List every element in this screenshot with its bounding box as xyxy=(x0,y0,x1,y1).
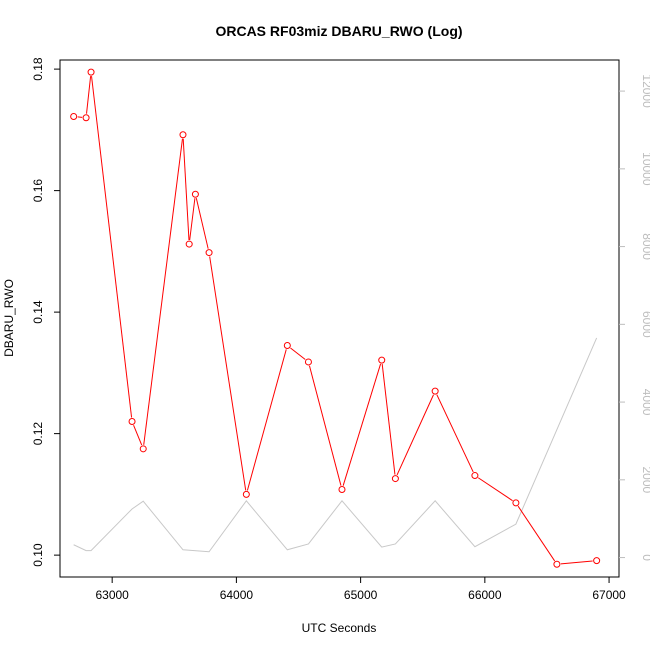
series-segment-6 xyxy=(189,198,196,241)
data-point-0 xyxy=(70,112,78,120)
series-segment-18 xyxy=(560,560,593,565)
data-point-1 xyxy=(82,114,90,122)
series-segment-16 xyxy=(477,477,513,502)
data-point-10 xyxy=(283,342,291,350)
series-segment-7 xyxy=(195,198,209,249)
y-axis: 0.10 0.12 0.14 0.16 0.18 xyxy=(31,57,60,567)
x-axis: 63000 64000 65000 66000 67000 xyxy=(95,577,626,602)
y2-tick-label-2: 4000 xyxy=(640,389,650,416)
series-segment-14 xyxy=(396,394,434,476)
x-tick-label-4: 67000 xyxy=(592,588,626,602)
plot-frame xyxy=(59,59,620,578)
data-point-4 xyxy=(139,445,147,453)
data-point-19 xyxy=(593,557,601,565)
x-tick-label-3: 66000 xyxy=(468,588,502,602)
data-point-2 xyxy=(87,68,95,76)
secondary-series-line xyxy=(73,337,598,553)
series-segment-15 xyxy=(436,394,474,473)
y-tick-label-0: 0.10 xyxy=(31,543,45,567)
data-point-12 xyxy=(338,486,346,494)
y-tick-label-1: 0.12 xyxy=(31,422,45,446)
data-point-5 xyxy=(179,131,187,139)
y2-axis: 0 2000 4000 6000 8000 10000 12000 xyxy=(619,74,650,561)
y2-tick-label-6: 12000 xyxy=(640,74,650,108)
data-point-9 xyxy=(242,490,250,498)
data-point-7 xyxy=(191,190,199,198)
series-segment-9 xyxy=(246,349,287,491)
y2-tick-label-1: 2000 xyxy=(640,466,650,493)
data-point-13 xyxy=(378,356,386,364)
y-axis-label: DBARU_RWO xyxy=(2,279,16,357)
series-segment-17 xyxy=(517,505,556,562)
series-segment-12 xyxy=(342,363,382,486)
y2-tick-label-3: 6000 xyxy=(640,311,650,338)
x-tick-label-1: 64000 xyxy=(220,588,254,602)
x-tick-label-2: 65000 xyxy=(344,588,378,602)
y2-tick-label-4: 8000 xyxy=(640,233,650,260)
x-axis-label: UTC Seconds xyxy=(302,621,377,635)
data-point-8 xyxy=(205,249,213,257)
y-tick-label-4: 0.18 xyxy=(31,57,45,81)
series-segment-11 xyxy=(308,365,342,486)
series-segment-1 xyxy=(86,76,92,114)
y-tick-label-3: 0.16 xyxy=(31,179,45,203)
series-segment-4 xyxy=(143,138,183,445)
series-segment-13 xyxy=(381,364,396,475)
series-segment-3 xyxy=(133,424,143,446)
y2-tick-label-5: 10000 xyxy=(640,152,650,186)
data-point-15 xyxy=(431,387,439,395)
y-tick-label-2: 0.14 xyxy=(31,300,45,324)
series-segment-10 xyxy=(290,347,306,360)
x-tick-label-0: 63000 xyxy=(95,588,129,602)
series-segment-2 xyxy=(91,76,133,418)
data-point-17 xyxy=(512,499,520,507)
data-point-11 xyxy=(304,358,312,366)
primary-series-layer xyxy=(70,68,601,568)
data-point-3 xyxy=(128,417,136,425)
data-point-16 xyxy=(471,472,479,480)
y2-tick-label-0: 0 xyxy=(640,554,650,561)
series-segment-8 xyxy=(209,256,247,491)
secondary-series-layer xyxy=(73,337,598,553)
data-point-18 xyxy=(553,560,561,568)
data-point-6 xyxy=(185,240,193,248)
chart-title: ORCAS RF03miz DBARU_RWO (Log) xyxy=(215,23,462,39)
data-point-14 xyxy=(391,475,399,483)
series-segment-5 xyxy=(182,138,190,241)
